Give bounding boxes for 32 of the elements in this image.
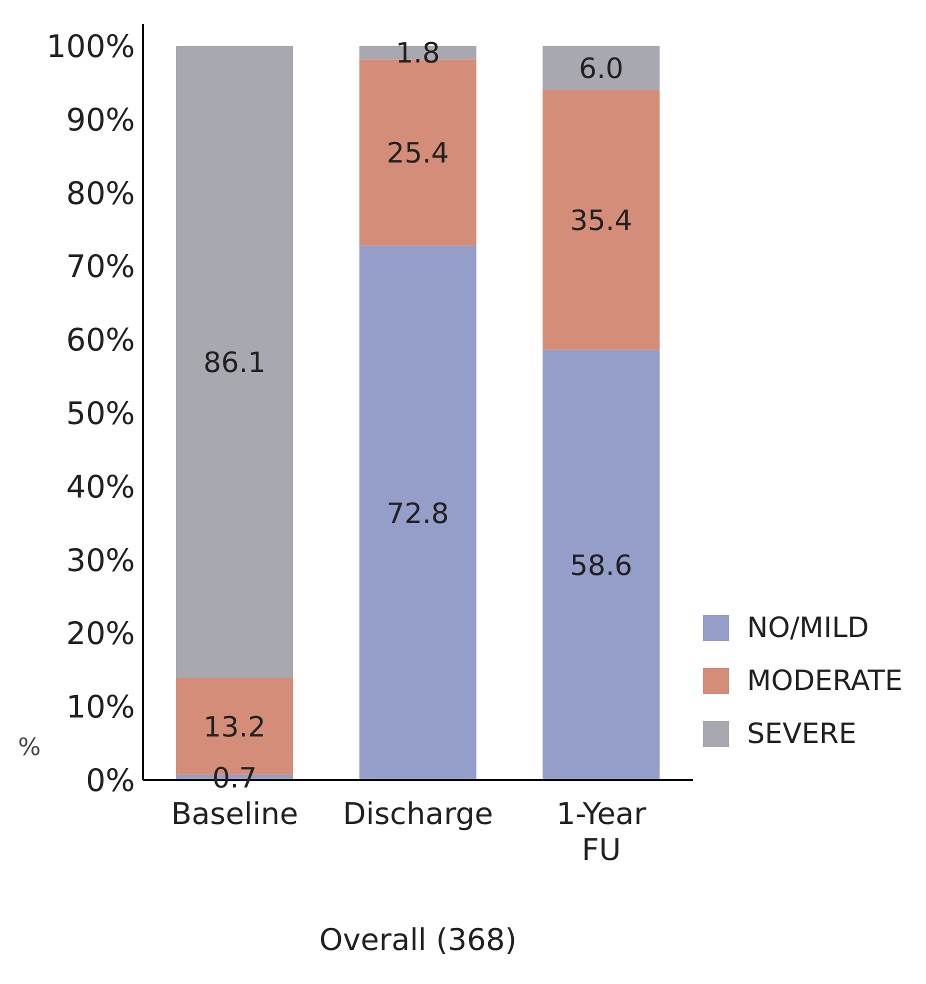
data-label: 25.4 <box>386 136 450 170</box>
y-tick-label: 40% <box>66 469 135 506</box>
legend-label: SEVERE <box>747 717 856 750</box>
y-tick-label: 50% <box>66 396 135 432</box>
bar <box>542 90 660 350</box>
y-tick-label: 70% <box>66 249 135 286</box>
data-label: 13.2 <box>203 710 266 744</box>
x-tick-label: Discharge <box>342 797 494 832</box>
data-label: 35.4 <box>570 204 632 237</box>
data-label: 86.1 <box>203 346 266 379</box>
y-tick-label: 80% <box>66 176 135 212</box>
y-tick-label: 10% <box>66 690 135 726</box>
y-tick-label: 20% <box>66 616 135 652</box>
data-label: 6.0 <box>578 52 624 86</box>
y-tick-label: 60% <box>66 322 135 359</box>
bar <box>542 350 660 780</box>
x-tick-label: Baseline <box>171 797 298 832</box>
y-tick-label: 0% <box>86 763 135 800</box>
legend-label: NO/MILD <box>747 611 869 644</box>
x-axis-title: Overall (368) <box>319 923 517 958</box>
bar <box>176 46 293 678</box>
bar <box>542 46 660 90</box>
y-tick-label: 90% <box>66 102 135 138</box>
legend-label: MODERATE <box>747 664 903 697</box>
data-label: 72.8 <box>386 496 450 530</box>
y-tick-label: 30% <box>66 542 135 579</box>
x-tick-label: 1-Year FU <box>556 797 647 868</box>
y-axis-title: % <box>18 733 41 761</box>
bar <box>359 246 476 780</box>
y-tick-label: 100% <box>46 29 135 66</box>
data-label: 58.6 <box>570 548 632 582</box>
data-label: 1.8 <box>396 36 440 70</box>
